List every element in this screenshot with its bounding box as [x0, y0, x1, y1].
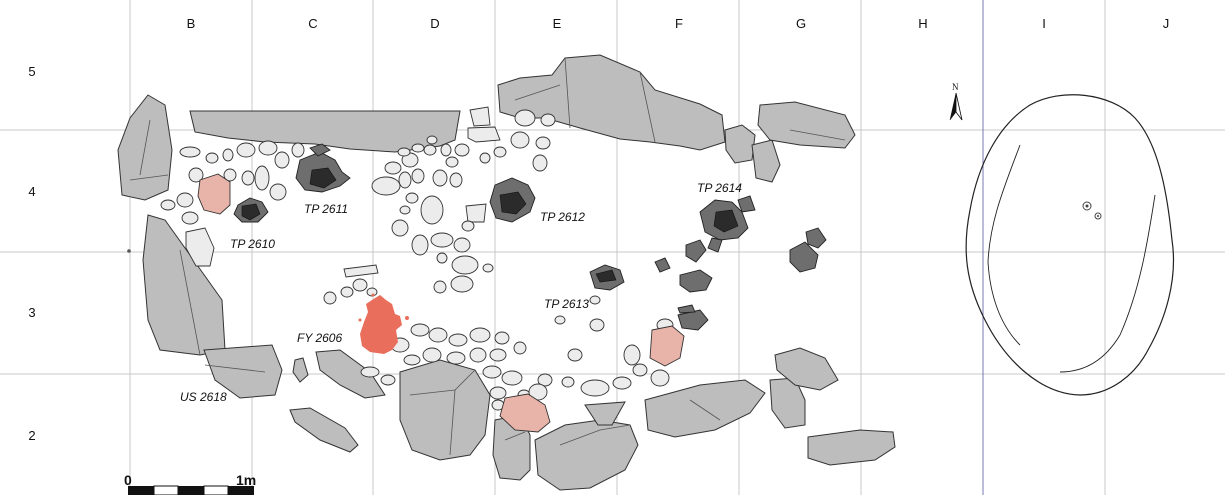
stones-small: [160, 106, 674, 417]
hearth-speck: [371, 293, 375, 297]
scale-bar: [128, 485, 254, 495]
grid-col-e: E: [552, 16, 562, 31]
trench-inner-edge: [1059, 194, 1156, 373]
hearth-speck: [358, 318, 362, 322]
scale-end-label: 1m: [236, 472, 257, 488]
north-label: N: [952, 82, 959, 92]
trench-outline: [965, 94, 1175, 396]
grid-col-g: G: [795, 16, 807, 31]
label-tp2611: TP 2611: [304, 202, 349, 216]
north-arrow-icon: [949, 92, 963, 121]
find-spot: [1094, 212, 1102, 220]
stones-dark: [233, 143, 827, 331]
find-spot: [1085, 204, 1089, 208]
grid-col-h: H: [918, 16, 928, 31]
label-tp2613: TP 2613: [544, 297, 589, 311]
grid-col-b: B: [186, 16, 196, 31]
survey-point: [127, 249, 131, 253]
find-spot: [1082, 201, 1092, 211]
grid-col-d: D: [430, 16, 440, 31]
stone-details: [129, 57, 846, 456]
label-tp2612: TP 2612: [540, 210, 585, 224]
find-spot: [1097, 215, 1099, 217]
grid-row-4: 4: [28, 184, 36, 199]
hearth-fy2606: [360, 295, 402, 354]
scale-start-label: 0: [124, 472, 132, 488]
grid-col-f: F: [675, 16, 683, 31]
label-tp2614: TP 2614: [697, 181, 742, 195]
grid-row-3: 3: [28, 305, 36, 320]
label-us2618: US 2618: [180, 390, 227, 404]
grid-col-j: J: [1162, 16, 1170, 31]
stones-large: [117, 54, 896, 491]
trench-inner-edge: [987, 144, 1021, 346]
label-fy2606: FY 2606: [297, 331, 343, 345]
grid-col-i: I: [1042, 16, 1046, 31]
posthole-cores: [241, 167, 739, 283]
grid-row-2: 2: [28, 428, 36, 443]
label-tp2610: TP 2610: [230, 237, 275, 251]
grid-row-5: 5: [28, 64, 36, 79]
hearth-speck: [405, 316, 409, 320]
burnt-stones: [197, 173, 685, 433]
grid-col-c: C: [308, 16, 318, 31]
